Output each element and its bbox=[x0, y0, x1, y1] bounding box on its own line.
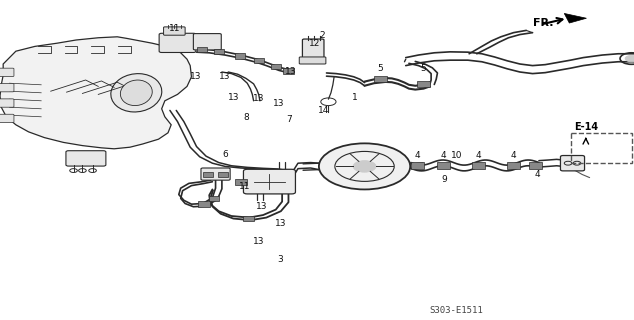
Text: 14: 14 bbox=[318, 106, 329, 115]
Text: 13: 13 bbox=[275, 219, 286, 228]
Polygon shape bbox=[529, 162, 542, 169]
FancyBboxPatch shape bbox=[193, 34, 221, 50]
Polygon shape bbox=[243, 216, 254, 221]
Polygon shape bbox=[437, 162, 450, 169]
Text: 13: 13 bbox=[190, 72, 201, 81]
Text: 4: 4 bbox=[511, 151, 516, 160]
Text: 11: 11 bbox=[169, 24, 180, 33]
Text: 11: 11 bbox=[239, 182, 250, 191]
Text: E-14: E-14 bbox=[574, 122, 598, 132]
Polygon shape bbox=[374, 76, 387, 82]
Polygon shape bbox=[411, 162, 424, 169]
FancyBboxPatch shape bbox=[302, 39, 324, 59]
Text: 13: 13 bbox=[253, 94, 264, 103]
FancyBboxPatch shape bbox=[164, 27, 185, 35]
Polygon shape bbox=[271, 64, 281, 69]
Text: 4: 4 bbox=[535, 170, 540, 179]
Text: 4: 4 bbox=[415, 151, 420, 160]
FancyBboxPatch shape bbox=[66, 151, 106, 166]
Text: 6: 6 bbox=[222, 150, 228, 159]
Polygon shape bbox=[197, 47, 207, 52]
Text: 13: 13 bbox=[273, 100, 285, 108]
Circle shape bbox=[625, 55, 634, 62]
FancyArrowPatch shape bbox=[543, 18, 562, 24]
FancyBboxPatch shape bbox=[243, 169, 295, 194]
Polygon shape bbox=[472, 162, 485, 169]
Polygon shape bbox=[235, 53, 245, 59]
Text: 12: 12 bbox=[309, 39, 321, 48]
Text: 7: 7 bbox=[286, 116, 292, 124]
Polygon shape bbox=[0, 37, 191, 149]
Polygon shape bbox=[564, 13, 586, 23]
FancyBboxPatch shape bbox=[0, 84, 14, 92]
Text: 1: 1 bbox=[352, 93, 358, 102]
Text: FR.: FR. bbox=[533, 18, 553, 28]
Text: 13: 13 bbox=[256, 202, 267, 211]
FancyBboxPatch shape bbox=[0, 68, 14, 76]
Circle shape bbox=[319, 143, 410, 189]
Text: 5: 5 bbox=[420, 64, 427, 73]
Polygon shape bbox=[198, 201, 210, 207]
Polygon shape bbox=[214, 49, 224, 54]
Polygon shape bbox=[203, 172, 213, 177]
Text: 9: 9 bbox=[441, 175, 447, 184]
FancyBboxPatch shape bbox=[0, 99, 14, 107]
Polygon shape bbox=[209, 196, 219, 201]
Circle shape bbox=[353, 161, 376, 172]
Polygon shape bbox=[417, 81, 430, 87]
FancyBboxPatch shape bbox=[560, 156, 585, 171]
Polygon shape bbox=[283, 68, 294, 74]
Polygon shape bbox=[254, 58, 264, 63]
FancyBboxPatch shape bbox=[0, 114, 14, 123]
Polygon shape bbox=[218, 172, 228, 177]
Text: 13: 13 bbox=[219, 72, 231, 81]
Text: 4: 4 bbox=[441, 151, 446, 160]
Text: 13: 13 bbox=[253, 237, 264, 246]
Text: 5: 5 bbox=[377, 64, 384, 73]
Polygon shape bbox=[507, 162, 520, 169]
Text: S303-E1511: S303-E1511 bbox=[430, 306, 483, 315]
FancyBboxPatch shape bbox=[201, 168, 230, 180]
Text: 8: 8 bbox=[243, 113, 249, 122]
Text: 13: 13 bbox=[228, 93, 239, 102]
FancyBboxPatch shape bbox=[159, 33, 196, 52]
Ellipse shape bbox=[120, 80, 152, 106]
Text: 3: 3 bbox=[277, 255, 283, 264]
Text: 4: 4 bbox=[476, 151, 481, 160]
Ellipse shape bbox=[111, 74, 162, 112]
Polygon shape bbox=[235, 179, 247, 185]
Text: 2: 2 bbox=[320, 31, 325, 40]
Text: 10: 10 bbox=[451, 151, 462, 160]
Text: 13: 13 bbox=[285, 67, 296, 76]
FancyBboxPatch shape bbox=[299, 57, 326, 64]
